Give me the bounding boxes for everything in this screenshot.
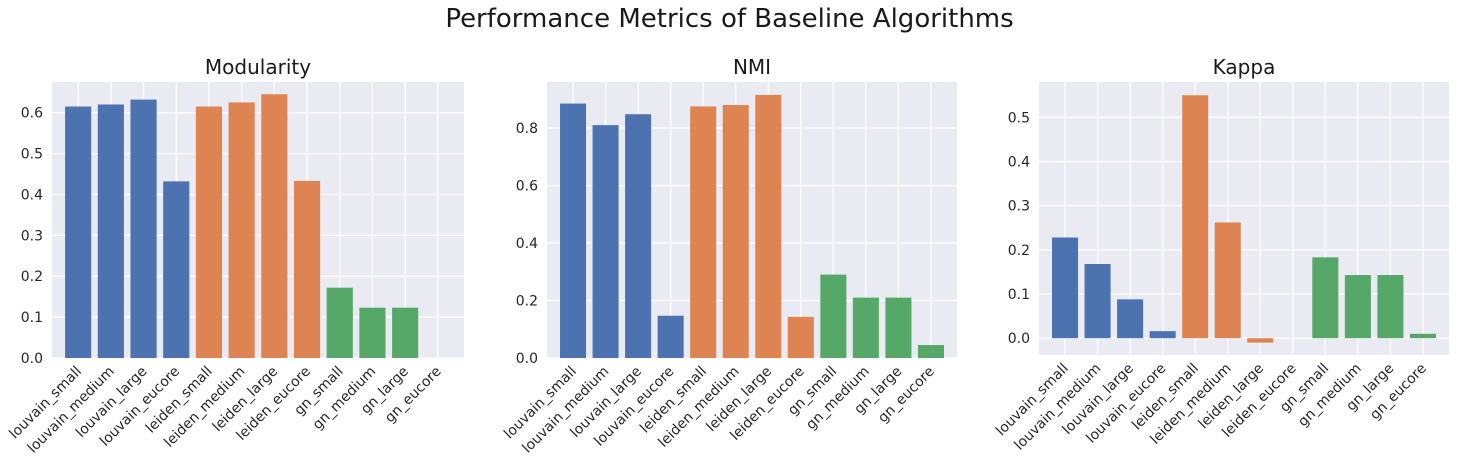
nmi-bar-leiden_small <box>690 106 717 358</box>
nmi-ytick-label: 0.4 <box>516 236 538 252</box>
nmi-bar-leiden_medium <box>722 105 749 358</box>
modularity-ytick-label: 0.1 <box>21 310 43 326</box>
kappa-ytick-label: 0.1 <box>1008 287 1030 303</box>
nmi-bar-leiden_large <box>755 94 782 358</box>
nmi-bar-louvain_medium <box>592 125 619 358</box>
nmi-ytick-label: 0.0 <box>516 351 538 367</box>
kappa-bar-gn_eucore <box>1409 333 1436 339</box>
kappa-title: Kappa <box>1213 55 1276 79</box>
modularity-bar-louvain_large <box>130 99 157 359</box>
kappa-bar-louvain_small <box>1052 237 1079 339</box>
figure-title: Performance Metrics of Baseline Algorith… <box>445 4 1014 34</box>
modularity-bar-louvain_medium <box>97 104 124 358</box>
nmi-title: NMI <box>733 55 771 79</box>
kappa-ytick-label: 0.3 <box>1008 199 1030 215</box>
kappa-bar-leiden_small <box>1182 95 1209 339</box>
modularity-bar-leiden_medium <box>228 102 255 358</box>
nmi-ytick-label: 0.8 <box>516 121 538 137</box>
kappa-ytick-label: 0.0 <box>1008 331 1030 347</box>
modularity-bar-leiden_large <box>261 94 288 359</box>
modularity-ytick-label: 0.5 <box>21 147 43 163</box>
modularity-bar-louvain_eucore <box>163 181 190 358</box>
modularity-bar-gn_medium <box>359 307 386 358</box>
nmi-panel: NMI 0.00.20.40.60.8louvain_smalllouvain_… <box>501 55 957 456</box>
modularity-ytick-label: 0.4 <box>21 187 43 203</box>
kappa-bar-leiden_large <box>1247 338 1274 343</box>
kappa-bar-gn_small <box>1312 257 1339 339</box>
kappa-bar-gn_medium <box>1344 275 1371 339</box>
modularity-ytick-label: 0.0 <box>21 351 43 367</box>
nmi-bar-gn_large <box>885 297 912 358</box>
modularity-bar-gn_large <box>392 307 419 358</box>
modularity-ytick-label: 0.6 <box>21 106 43 122</box>
nmi-bar-gn_small <box>820 274 847 358</box>
nmi-bar-louvain_large <box>625 114 652 358</box>
modularity-bar-louvain_small <box>65 106 92 359</box>
kappa-bar-louvain_medium <box>1084 264 1111 339</box>
modularity-bar-gn_small <box>326 287 353 358</box>
modularity-bar-leiden_small <box>195 106 223 359</box>
kappa-ytick-label: 0.2 <box>1008 243 1030 259</box>
kappa-bar-louvain_large <box>1117 299 1144 339</box>
nmi-bar-gn_medium <box>852 297 879 358</box>
kappa-bar-leiden_medium <box>1214 222 1241 339</box>
kappa-bar-gn_large <box>1377 275 1404 339</box>
nmi-bar-gn_eucore <box>917 345 944 358</box>
kappa-panel: Kappa 0.00.10.20.30.40.5louvain_smalllou… <box>993 55 1449 453</box>
nmi-ytick-label: 0.2 <box>516 294 538 310</box>
nmi-bar-louvain_eucore <box>657 315 684 358</box>
nmi-bar-louvain_small <box>560 103 587 358</box>
modularity-ytick-label: 0.2 <box>21 269 43 285</box>
modularity-title: Modularity <box>205 55 311 79</box>
kappa-bar-louvain_eucore <box>1149 331 1176 339</box>
nmi-bar-leiden_eucore <box>787 316 814 358</box>
nmi-ytick-label: 0.6 <box>516 179 538 195</box>
modularity-bar-leiden_eucore <box>293 180 321 358</box>
modularity-panel: Modularity 0.00.10.20.30.40.50.6louvain_… <box>6 55 464 456</box>
modularity-ytick-label: 0.3 <box>21 228 43 244</box>
kappa-ytick-label: 0.4 <box>1008 155 1030 171</box>
kappa-ytick-label: 0.5 <box>1008 110 1030 126</box>
